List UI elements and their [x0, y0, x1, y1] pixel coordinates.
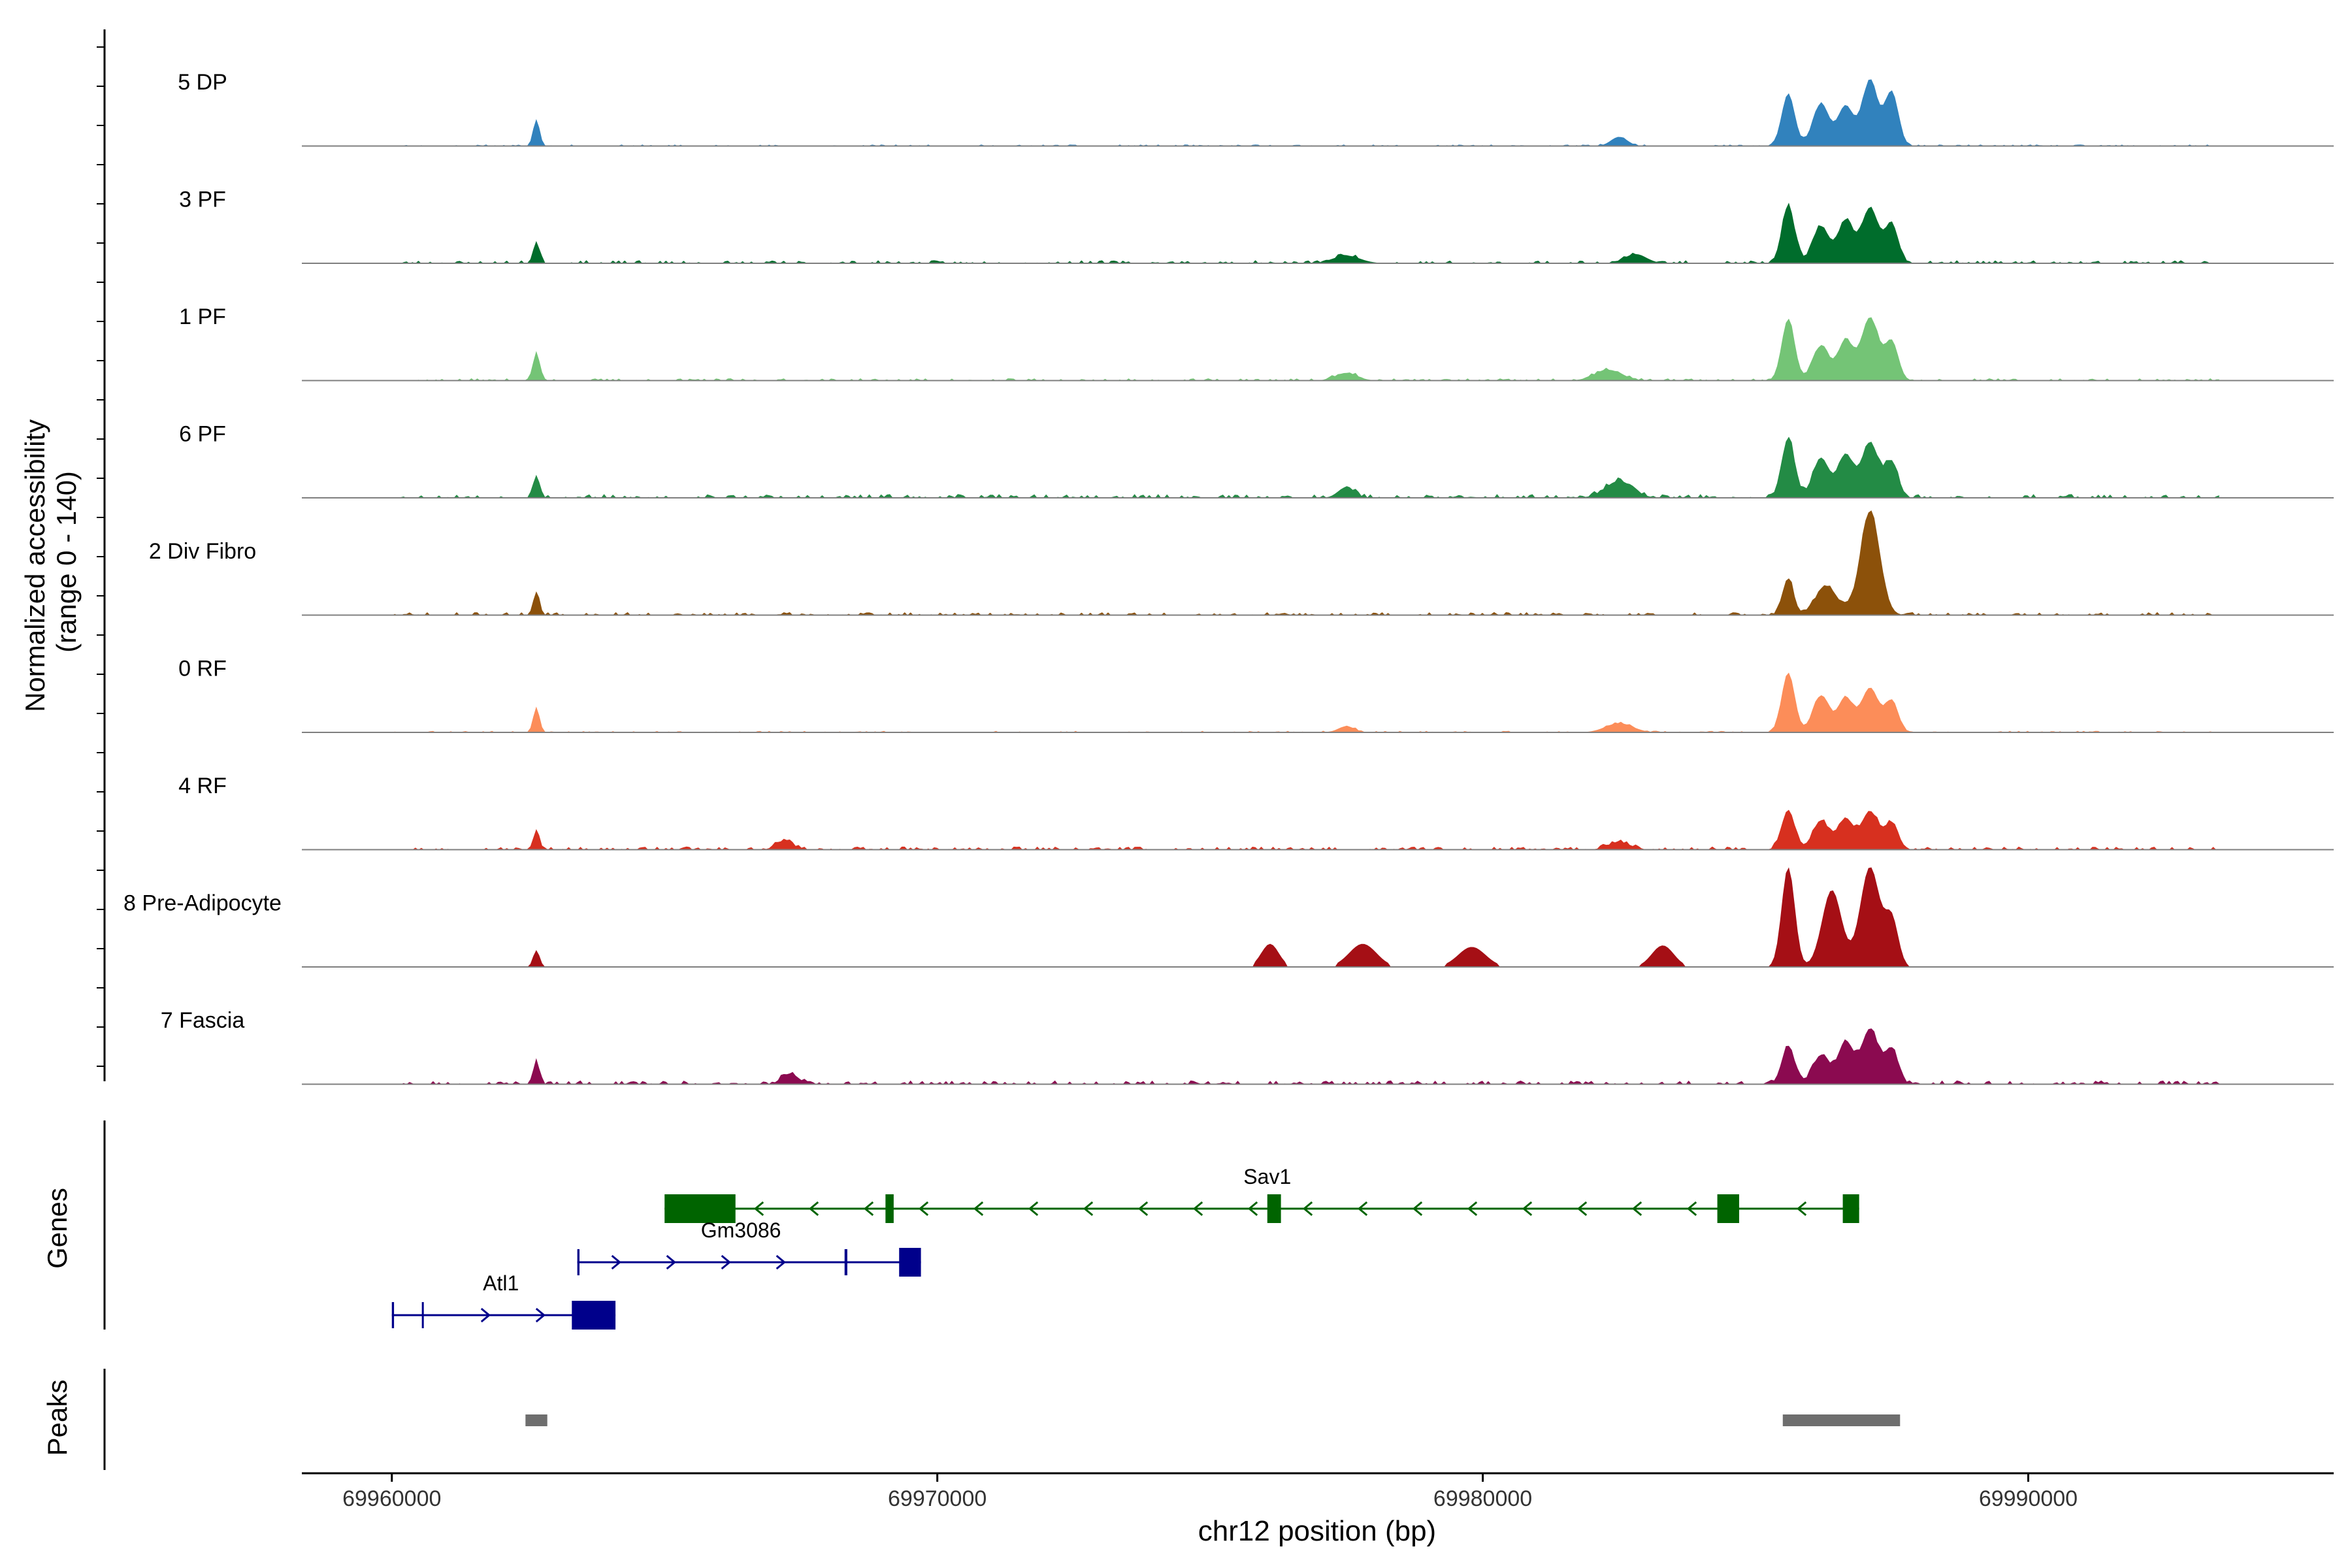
gene-exon: [885, 1194, 894, 1223]
x-tick-label: 69990000: [1979, 1486, 2078, 1511]
x-tick-label: 69980000: [1433, 1486, 1532, 1511]
x-tick-label: 69960000: [342, 1486, 441, 1511]
gene-exon: [844, 1249, 847, 1275]
strand-arrow: [1302, 1201, 1313, 1217]
gene-exon: [1267, 1194, 1281, 1223]
gene-exon: [572, 1301, 616, 1330]
track-label: 2 Div Fibro: [149, 539, 256, 564]
gene-gm3086: Gm3086: [577, 1218, 921, 1277]
strand-arrow: [480, 1307, 491, 1323]
strand-arrow: [1192, 1201, 1203, 1217]
gene-exon: [391, 1302, 395, 1328]
strand-arrow: [1083, 1201, 1094, 1217]
coverage-area: [391, 436, 2219, 498]
gene-atl1: Atl1: [391, 1271, 616, 1330]
track-3: 1 PF: [179, 304, 2334, 382]
track-7: 4 RF: [178, 774, 2334, 851]
track-5: 2 Div Fibro: [149, 510, 2334, 616]
coverage-area: [391, 672, 2219, 732]
strand-arrow: [1796, 1201, 1807, 1217]
y-axis-title: Normalized accessibility (range 0 - 140): [20, 412, 82, 712]
strand-arrow: [666, 1254, 676, 1270]
y-axis-ticks: [97, 46, 105, 1067]
coverage-area: [391, 867, 2219, 967]
strand-arrow: [1247, 1201, 1258, 1217]
strand-arrow: [1631, 1201, 1642, 1217]
strand-arrow: [863, 1201, 874, 1217]
track-9: 7 Fascia: [161, 1008, 2334, 1085]
gene-exon: [1717, 1194, 1739, 1223]
strand-arrow: [1467, 1201, 1478, 1217]
track-label: 4 RF: [178, 774, 227, 798]
track-label: 1 PF: [179, 304, 226, 329]
strand-arrow: [721, 1254, 731, 1270]
gene-exon: [1842, 1194, 1859, 1223]
track-label: 3 PF: [179, 188, 226, 212]
gene-exon: [421, 1302, 424, 1328]
track-label: 6 PF: [179, 422, 226, 447]
y-axis-title-line1: Normalized accessibility: [20, 419, 50, 712]
gene-exon: [899, 1248, 921, 1277]
strand-arrow: [808, 1201, 819, 1217]
strand-arrow: [611, 1254, 621, 1270]
track-label: 5 DP: [178, 70, 227, 95]
strand-arrow: [1137, 1201, 1149, 1217]
gene-exon: [577, 1249, 580, 1275]
track-2: 3 PF: [179, 188, 2334, 264]
coverage-tracks: 5 DP 3 PF 1 PF 6 PF 2 Div Fibro 0 RF 4 RF 8 Pre…: [123, 70, 2334, 1085]
strand-arrow: [1357, 1201, 1368, 1217]
strand-arrow: [1412, 1201, 1423, 1217]
strand-arrow: [1576, 1201, 1588, 1217]
genes-axis-title: Genes: [42, 1188, 73, 1269]
x-axis-title: chr12 position (bp): [1198, 1515, 1436, 1547]
track-label: 7 Fascia: [161, 1008, 245, 1033]
gene-label: Gm3086: [701, 1218, 781, 1242]
coverage-area: [391, 79, 2219, 146]
strand-arrow: [535, 1307, 546, 1323]
x-axis-ticks: 69960000 69970000 69980000 69990000: [342, 1473, 2078, 1511]
coverage-area: [391, 1028, 2219, 1085]
strand-arrow: [1028, 1201, 1039, 1217]
track-1: 5 DP: [178, 70, 2334, 147]
coverage-area: [391, 317, 2219, 381]
track-label: 8 Pre-Adipocyte: [123, 891, 282, 916]
gene-sav1: Sav1: [664, 1165, 1859, 1223]
peak-region: [1782, 1414, 1901, 1426]
strand-arrow: [1522, 1201, 1533, 1217]
peak-region: [525, 1414, 547, 1426]
track-6: 0 RF: [178, 657, 2334, 733]
gene-label: Atl1: [483, 1271, 519, 1295]
strand-arrow: [918, 1201, 929, 1217]
gene-label: Sav1: [1243, 1165, 1291, 1188]
track-label: 0 RF: [178, 657, 227, 681]
strand-arrow: [1686, 1201, 1697, 1217]
coverage-area: [391, 510, 2219, 615]
peaks-axis-title: Peaks: [42, 1380, 73, 1456]
coverage-area: [391, 809, 2219, 850]
strand-arrow: [973, 1201, 984, 1217]
coverage-area: [391, 203, 2219, 263]
peaks-track: [525, 1414, 1901, 1426]
x-tick-label: 69970000: [888, 1486, 987, 1511]
track-4: 6 PF: [179, 422, 2334, 498]
gene-exon: [664, 1194, 736, 1223]
strand-arrow: [753, 1201, 764, 1217]
track-8: 8 Pre-Adipocyte: [123, 867, 2334, 968]
strand-arrow: [776, 1254, 786, 1270]
y-axis-title-line2: (range 0 - 140): [51, 471, 82, 653]
gene-annotation-track: Sav1 Gm3086 Atl1: [391, 1165, 1859, 1330]
